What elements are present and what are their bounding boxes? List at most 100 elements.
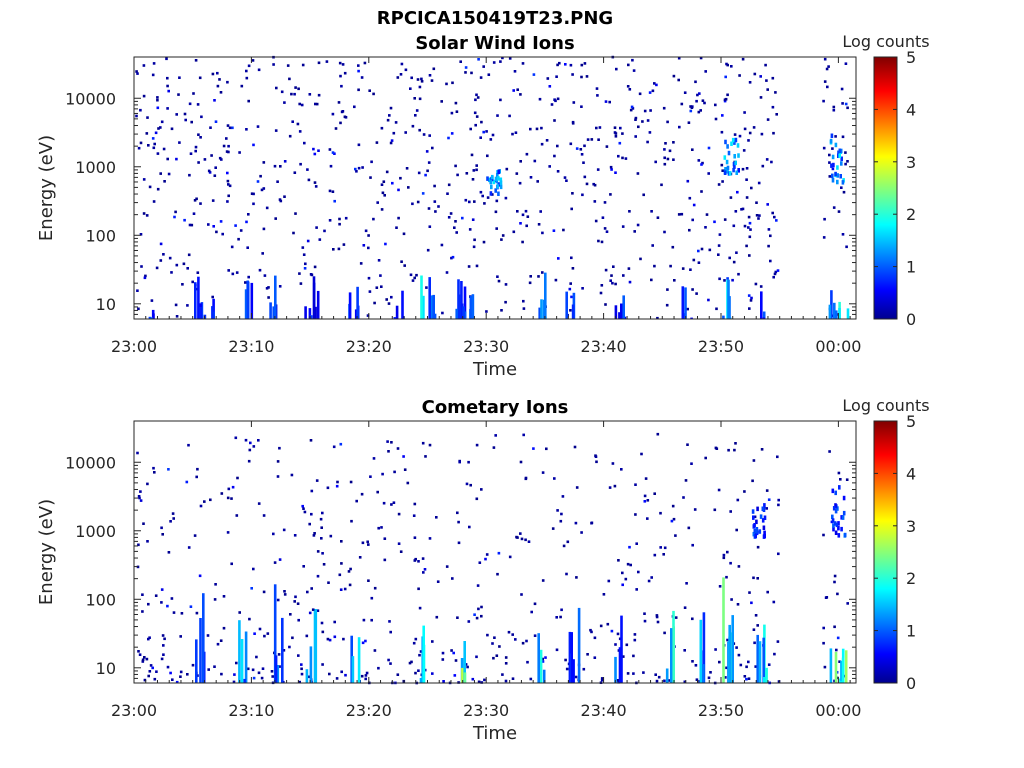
count-cell	[697, 249, 700, 253]
count-cell	[725, 666, 728, 670]
count-cell	[442, 680, 445, 683]
count-cell	[141, 658, 145, 662]
count-cell	[389, 141, 393, 145]
patch-cell	[753, 523, 756, 528]
count-cell	[396, 76, 400, 79]
count-cell	[632, 672, 635, 675]
count-cell	[142, 522, 145, 525]
count-cell	[755, 201, 758, 204]
count-cell	[298, 680, 301, 684]
count-cell	[226, 200, 229, 203]
y-tick-label: 1000	[75, 158, 116, 177]
count-cell	[363, 61, 367, 65]
count-cell	[369, 176, 372, 179]
x-tick-label: 23:00	[111, 701, 157, 720]
count-cell	[514, 638, 517, 641]
count-cell	[494, 210, 498, 214]
count-cell	[648, 91, 652, 94]
count-cell	[367, 234, 370, 237]
count-cell	[461, 216, 464, 220]
count-cell	[174, 210, 177, 214]
count-cell	[696, 93, 699, 97]
count-cell	[297, 87, 300, 91]
count-cell	[694, 80, 697, 84]
count-cell	[726, 550, 729, 554]
count-cell	[505, 167, 509, 171]
count-cell	[522, 433, 525, 437]
count-cell	[370, 596, 374, 600]
count-cell	[340, 110, 344, 114]
count-cell	[469, 127, 472, 131]
count-cell	[432, 67, 436, 71]
count-cell	[247, 459, 251, 463]
count-cell	[150, 299, 154, 302]
count-cell	[580, 75, 583, 79]
count-cell	[678, 125, 681, 129]
count-cell	[340, 670, 343, 674]
count-cell	[755, 214, 759, 217]
patch-cell	[835, 522, 839, 528]
count-cell	[504, 300, 507, 304]
count-cell	[300, 667, 303, 671]
count-cell	[628, 88, 632, 91]
count-cell	[518, 181, 522, 185]
event-column	[618, 647, 622, 683]
count-cell	[245, 69, 248, 73]
count-cell	[156, 187, 160, 191]
count-cell	[730, 65, 733, 68]
count-cell	[571, 122, 575, 125]
event-column	[419, 678, 423, 683]
count-cell	[832, 105, 836, 109]
count-cell	[596, 168, 600, 171]
event-column	[702, 612, 706, 683]
count-cell	[447, 136, 450, 140]
count-cell	[734, 210, 738, 213]
count-cell	[399, 73, 403, 76]
count-cell	[467, 265, 471, 268]
patch-cell	[737, 153, 740, 158]
count-cell	[697, 110, 701, 114]
count-cell	[516, 210, 519, 213]
count-cell	[725, 575, 728, 579]
event-column	[542, 669, 546, 683]
count-cell	[464, 663, 468, 666]
count-cell	[219, 220, 223, 223]
count-cell	[339, 442, 343, 446]
count-cell	[473, 613, 476, 616]
count-cell	[329, 534, 333, 538]
count-cell	[700, 163, 703, 166]
count-cell	[339, 588, 343, 591]
count-cell	[750, 296, 753, 300]
count-cell	[646, 517, 649, 520]
patch-cell	[753, 528, 757, 534]
count-cell	[188, 223, 192, 227]
event-column	[840, 660, 843, 683]
x-tick-label: 00:00	[815, 701, 861, 720]
count-cell	[274, 217, 277, 220]
count-cell	[695, 678, 699, 681]
count-cell	[569, 142, 573, 146]
count-cell	[700, 190, 703, 193]
event-column	[455, 308, 458, 319]
count-cell	[508, 57, 512, 60]
count-cell	[262, 227, 266, 231]
count-cell	[570, 207, 573, 211]
count-cell	[226, 124, 230, 127]
event-column	[194, 282, 197, 319]
count-cell	[456, 173, 459, 177]
count-cell	[529, 677, 533, 681]
count-cell	[297, 618, 300, 622]
count-cell	[492, 656, 495, 660]
count-cell	[303, 141, 306, 145]
count-cell	[166, 604, 169, 608]
colorbar-tick-label: 4	[906, 464, 916, 483]
count-cell	[541, 271, 544, 274]
count-cell	[632, 654, 635, 658]
count-cell	[519, 93, 522, 96]
count-cell	[331, 151, 335, 154]
count-cell	[331, 112, 335, 116]
count-cell	[343, 587, 347, 591]
count-cell	[504, 656, 508, 659]
count-cell	[156, 152, 160, 155]
